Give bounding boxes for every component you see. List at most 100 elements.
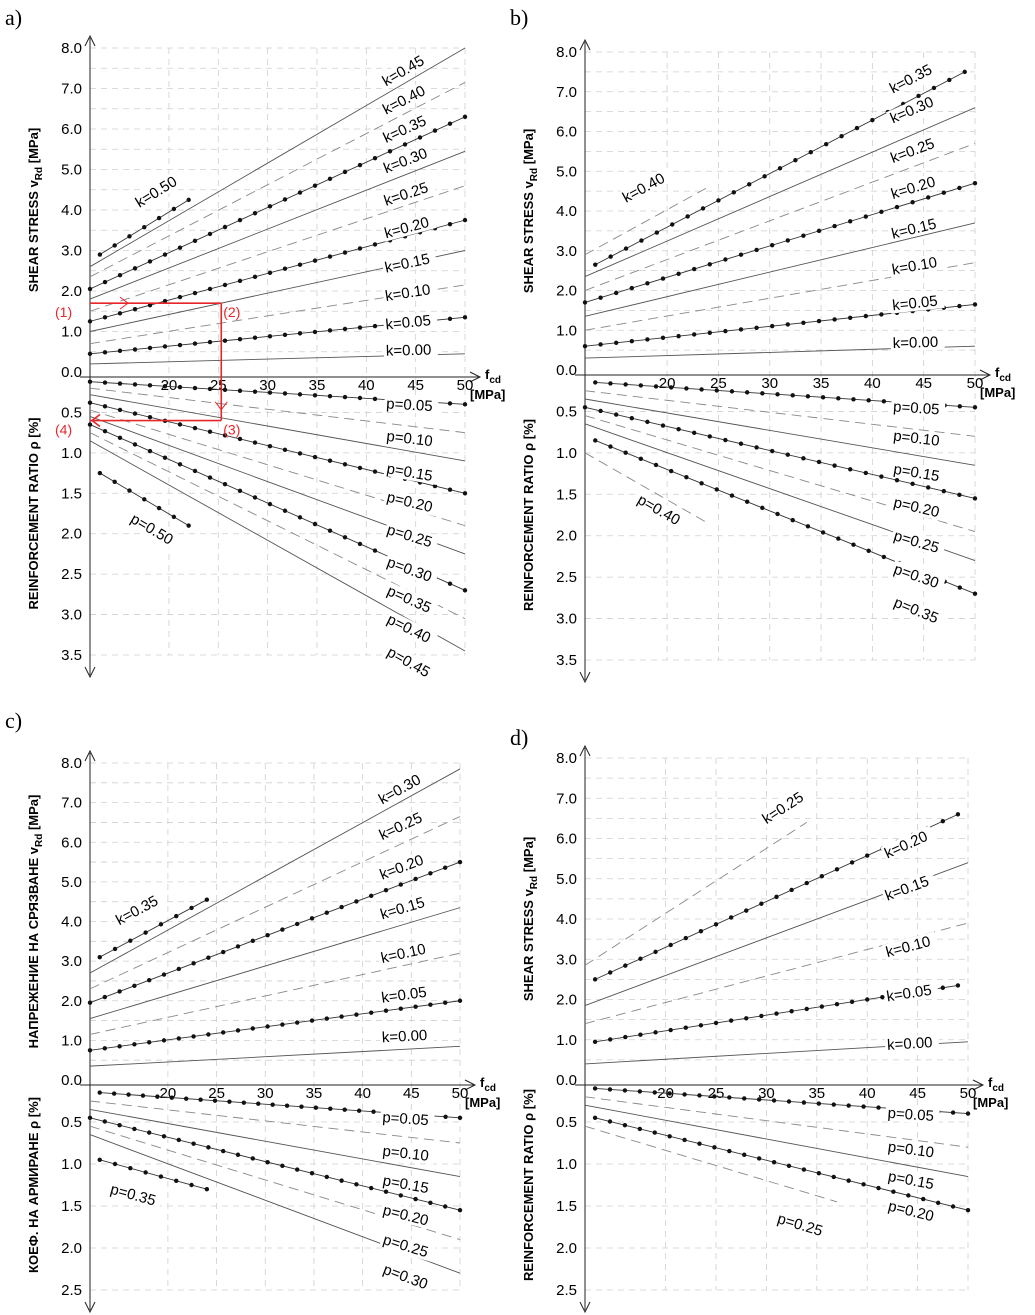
series-label-group: k=0.00 (890, 333, 945, 352)
p-series-p-0-15 (89, 394, 466, 462)
data-point (184, 1096, 189, 1101)
data-point (819, 874, 825, 879)
series-label-bg (377, 49, 433, 91)
data-point (297, 451, 303, 456)
data-point (851, 397, 856, 402)
series-line (89, 432, 466, 620)
data-point (759, 901, 764, 906)
x-axis-arrow (469, 371, 482, 383)
data-point (117, 381, 123, 386)
data-point (713, 1020, 719, 1026)
data-point (916, 93, 921, 99)
y-top-tick-label: 7.0 (556, 790, 577, 807)
data-point (714, 487, 719, 492)
data-point (728, 1018, 734, 1023)
data-point (250, 938, 255, 944)
data-point (623, 382, 628, 387)
data-point (623, 963, 628, 968)
y-bottom-tick-label: 2.5 (61, 1282, 82, 1299)
y-top-axis-title-sub: Rd (34, 834, 45, 847)
data-point (714, 388, 719, 393)
data-point (102, 428, 108, 434)
series-label: k=0.10 (384, 281, 432, 305)
data-point (398, 1006, 403, 1011)
data-point (356, 1108, 362, 1113)
p-series-p-0-50 (97, 470, 191, 528)
data-point (770, 242, 775, 248)
data-point (682, 1137, 687, 1143)
data-point (97, 1157, 102, 1163)
y-top-tick-label: 4.0 (61, 202, 82, 219)
series-label: p=0.40 (384, 611, 433, 647)
series-label-group: k=0.15 (887, 214, 944, 243)
data-point (206, 1145, 211, 1150)
data-point (222, 433, 228, 438)
data-point (879, 312, 884, 317)
series-label-bg (106, 1180, 163, 1211)
series-line (89, 394, 466, 462)
data-point (354, 1012, 359, 1017)
series-label: k=0.05 (892, 293, 939, 315)
series-label-bg (889, 593, 946, 629)
data-point (127, 488, 132, 493)
x-tick-label: 30 (257, 1085, 274, 1102)
panel-label: d) (510, 725, 528, 750)
data-point (832, 223, 837, 229)
series-label-bg (884, 1138, 941, 1162)
series-label-group: k=0.25 (380, 177, 437, 210)
series-label: k=0.25 (377, 809, 425, 844)
data-point (417, 135, 423, 140)
data-point (297, 331, 303, 336)
series-line (584, 182, 976, 303)
series-label-group: p=0.05 (383, 395, 439, 415)
data-point (398, 1193, 403, 1198)
example-arrow-1 (119, 296, 129, 310)
series-label-group: k=0.20 (375, 849, 432, 884)
series-label: k=0.20 (889, 173, 937, 203)
data-point (940, 819, 946, 824)
data-point (222, 482, 228, 487)
p-series-p-0-40 (584, 452, 709, 524)
data-point (237, 388, 243, 393)
data-point (653, 462, 659, 468)
data-point (816, 1171, 822, 1176)
data-point (957, 492, 962, 497)
series-label-group: k=0.25 (374, 806, 431, 844)
data-point (637, 1089, 643, 1094)
data-point (607, 970, 613, 975)
data-point (207, 339, 213, 345)
data-point (295, 1167, 300, 1172)
y-bottom-tick-label: 3.5 (556, 652, 577, 669)
data-point (684, 475, 689, 480)
k-series-k-0-15 (584, 222, 976, 317)
p-series-p-0-15 (584, 398, 976, 466)
data-point (931, 85, 937, 91)
data-point (132, 1126, 137, 1132)
data-point (652, 1130, 657, 1135)
data-point (198, 1097, 203, 1102)
data-point (834, 1001, 840, 1007)
data-point (117, 407, 123, 413)
x-tick-label: 45 (403, 1085, 420, 1102)
series-label: p=0.15 (887, 1168, 936, 1193)
p-series-p-0-40 (89, 432, 466, 620)
data-point (462, 114, 468, 120)
x-axis-unit: [MPa] (465, 1095, 500, 1110)
data-point (126, 1092, 131, 1097)
data-point (728, 915, 734, 920)
data-point (143, 1170, 148, 1175)
data-point (252, 335, 258, 340)
data-point (880, 994, 885, 1000)
data-point (447, 581, 453, 586)
data-point (237, 436, 243, 442)
x-tick-label: 35 (813, 375, 830, 392)
series-label-group: k=0.35 (885, 58, 941, 98)
y-bottom-tick-label: 2.5 (556, 569, 577, 586)
data-point (312, 454, 318, 460)
y-top-axis-title-unit: [MPa] (521, 129, 536, 168)
data-point (447, 121, 453, 126)
series-label-bg (381, 249, 438, 277)
series-label-group: k=0.35 (111, 889, 167, 930)
data-point (879, 474, 884, 479)
series-label-group: k=0.10 (888, 252, 945, 279)
